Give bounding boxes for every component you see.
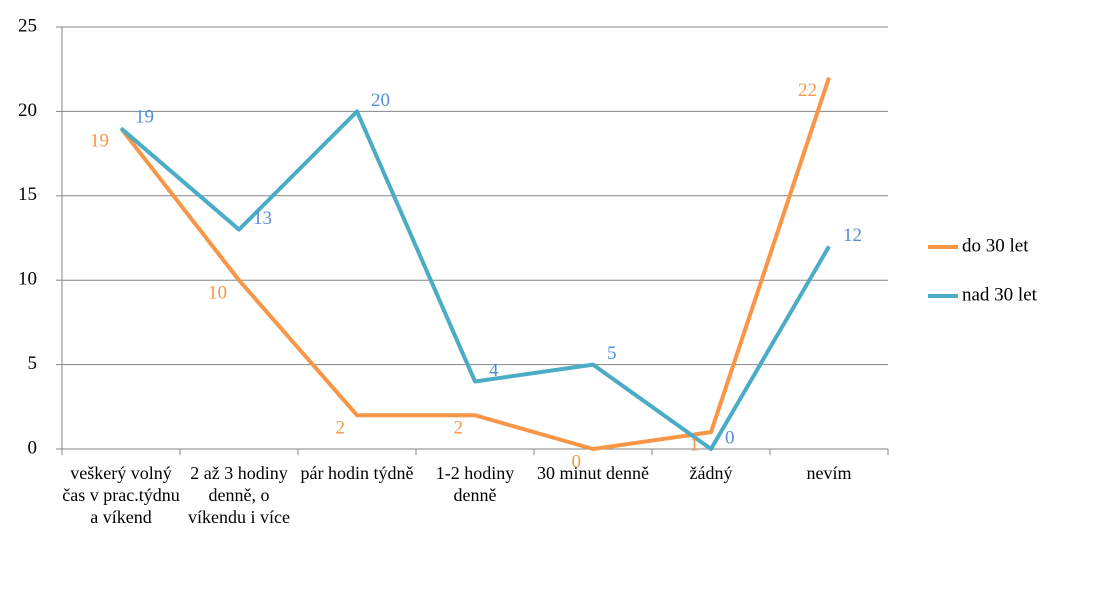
x-label-box: 1-2 hodiny denně: [435, 463, 515, 505]
data-label: 19: [135, 107, 154, 128]
x-label-box: veškerý volný čas v prac.týdnu a víkend: [62, 463, 180, 527]
data-label: 2: [454, 418, 464, 439]
y-tick-label: 5: [28, 353, 38, 374]
x-label-box: nevím: [806, 463, 852, 483]
data-label: 2: [336, 418, 346, 439]
data-label: 13: [253, 208, 272, 229]
x-label-box: 2 až 3 hodiny denně, o víkendu i více: [188, 463, 290, 527]
x-tick-label: veškerý volný čas v prac.týdnu a víkend: [62, 463, 180, 527]
y-tick-label: 15: [18, 184, 37, 205]
x-tick-label: pár hodin týdně: [300, 463, 414, 483]
data-label: 20: [371, 90, 390, 111]
y-tick-label: 10: [18, 269, 37, 290]
data-label: 10: [208, 283, 227, 304]
x-tick-label: žádný: [689, 463, 733, 483]
x-tick-label: 2 až 3 hodiny denně, o víkendu i více: [188, 463, 290, 527]
x-label-box: 30 minut denně: [537, 463, 649, 483]
data-label: 0: [572, 451, 582, 472]
data-label: 1: [690, 434, 700, 455]
x-tick-label: nevím: [806, 463, 852, 483]
data-label: 19: [90, 131, 109, 152]
y-tick-label: 25: [18, 15, 37, 36]
data-label: 4: [489, 360, 499, 381]
y-tick-label: 0: [28, 437, 38, 458]
data-label: 22: [798, 80, 817, 101]
data-label: 5: [607, 343, 617, 364]
x-tick-label: 30 minut denně: [537, 463, 649, 483]
data-label: 0: [725, 427, 735, 448]
series-line: [119, 77, 831, 451]
x-label-box: žádný: [689, 463, 733, 483]
legend-label: nad 30 let: [962, 284, 1038, 305]
x-tick-label: 1-2 hodiny denně: [435, 463, 515, 505]
y-tick-label: 20: [18, 100, 37, 121]
x-label-box: pár hodin týdně: [300, 463, 414, 483]
data-label: 12: [843, 225, 862, 246]
legend-label: do 30 let: [962, 235, 1029, 256]
series-line: [119, 109, 831, 451]
